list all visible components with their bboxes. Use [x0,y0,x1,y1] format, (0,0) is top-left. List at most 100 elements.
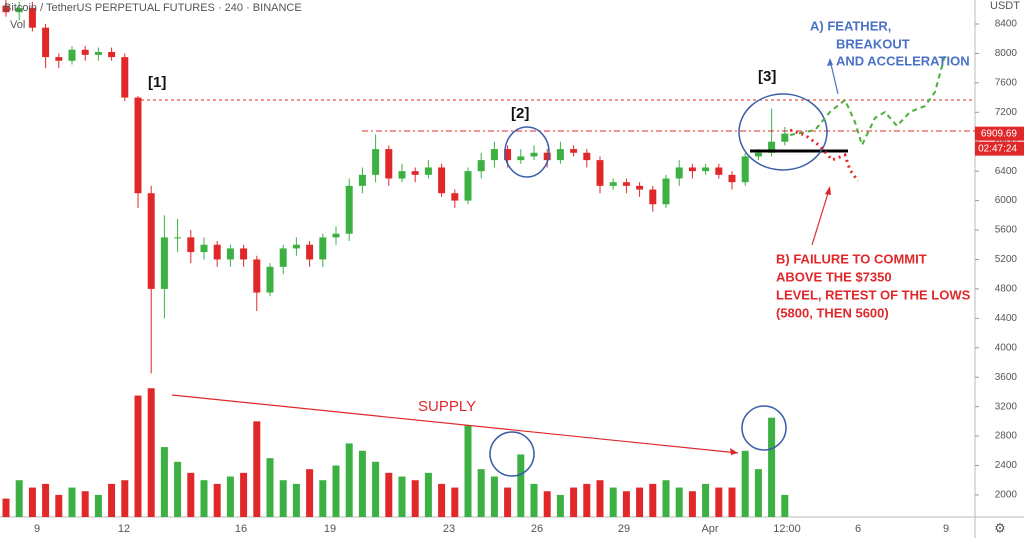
annotation: ABOVE THE $7350 [776,269,892,284]
volume-label: Vol [10,19,25,31]
x-tick-label: Apr [701,523,718,535]
volume-bar [279,480,287,517]
candle-body [279,248,287,267]
candle-body [411,171,419,175]
volume-bar [134,395,142,517]
volume-bar [292,483,300,517]
candle-body [675,167,683,179]
volume-bar [121,480,129,517]
candle-body [754,152,762,157]
x-tick-label: 19 [324,523,336,535]
volume-bar [319,480,327,517]
volume-bar [385,472,393,517]
volume-bar [358,450,366,517]
candle-body [464,171,472,201]
annotation: SUPPLY [418,398,476,415]
y-tick-label: 3200 [995,401,1018,412]
x-tick-label: 29 [618,523,630,535]
volume-bar [213,483,221,517]
x-tick-label: 6 [855,523,861,535]
volume-bar [781,494,789,517]
projection-a [789,54,946,148]
symbol-title: Bitcoin / TetherUS PERPETUAL FUTURES · 2… [4,2,302,14]
annotation: (5800, THEN 5600) [776,305,889,320]
candle-body [226,248,234,260]
volume-bar [226,476,234,517]
volume-bar [636,487,644,517]
candle-body [372,149,380,175]
volume-bar [15,480,23,517]
y-tick-label: 4800 [995,284,1018,295]
candle-body [702,167,710,172]
candle-body [490,149,498,161]
price-tag [975,126,1024,141]
candle-body [385,149,393,179]
volume-bar [147,388,155,517]
candle-body [319,237,327,260]
volume-circle [489,431,535,477]
candle-body [28,7,36,28]
volume-bar [490,476,498,517]
volume-bar [649,483,657,517]
volume-bar [398,476,406,517]
y-tick-label: 3600 [995,372,1018,383]
annotation: AND ACCELERATION [836,53,970,68]
volume-bar [741,450,749,517]
annotation: [3] [758,68,776,85]
volume-bar [556,494,564,517]
volume-bar [187,472,195,517]
annotation: BREAKOUT [836,36,910,51]
volume-bar [451,487,459,517]
candle-body [715,167,723,175]
volume-bar [517,454,525,517]
volume-bar [464,425,472,517]
candle-body [609,182,617,186]
candle-body [688,167,696,172]
candle-body [266,266,274,293]
candle-body [81,49,89,55]
candle-body [332,233,340,238]
volume-bar [424,472,432,517]
candle-body [728,174,736,183]
arrow-a [829,59,839,95]
candle-body [477,160,485,172]
volume-bar [688,491,696,517]
candle-body [781,133,789,142]
x-tick-label: 12 [118,523,130,535]
volume-bar [754,469,762,517]
arrow-head [825,186,831,195]
candle-body [451,193,459,201]
volume-bar [570,487,578,517]
volume-bar [253,421,261,517]
candle-body [147,193,155,289]
annotation: [2] [511,105,529,122]
y-tick-label: 2000 [995,490,1018,501]
volume-bar [477,469,485,517]
volume-bar [702,483,710,517]
candle-body [438,167,446,194]
volume-bar [68,487,76,517]
candle-body [504,149,512,161]
y-tick-label: 6000 [995,195,1018,206]
volume-bar [715,487,723,517]
candle-body [570,149,578,153]
volume-bar [543,491,551,517]
volume-bar [504,487,512,517]
currency: USDT [990,0,1020,12]
volume-bar [583,483,591,517]
volume-bar [174,461,182,517]
price-tag-label: 6909.69 [981,128,1018,139]
candle-body [187,237,195,253]
y-tick-label: 8400 [995,19,1018,30]
candle-body [424,167,432,175]
candle-body [345,185,353,234]
candle-body [306,244,314,260]
annotation: B) FAILURE TO COMMIT [776,251,927,266]
candle-body [240,248,248,260]
volume-bar [28,487,36,517]
candle-body [556,149,564,161]
candle-body [543,152,551,161]
settings-icon[interactable]: ⚙ [994,520,1006,535]
candle-body [530,152,538,157]
